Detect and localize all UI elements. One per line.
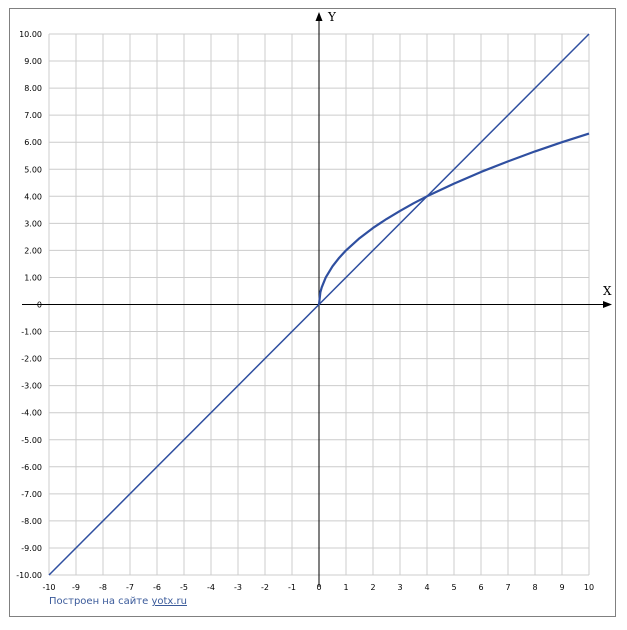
x-tick-label: 4 — [424, 583, 429, 592]
y-tick-label: -2.00 — [21, 355, 42, 364]
y-tick-label: 7.00 — [24, 111, 42, 120]
x-tick-label: -7 — [126, 583, 134, 592]
x-axis-arrow-icon — [603, 301, 612, 308]
y-tick-label: -5.00 — [21, 436, 42, 445]
x-tick-label: -2 — [261, 583, 269, 592]
x-tick-label: 5 — [451, 583, 456, 592]
x-tick-label: 3 — [397, 583, 402, 592]
x-tick-label: 1 — [343, 583, 348, 592]
x-tick-labels: -10 -9 -8 -7 -6 -5 -4 -3 -2 -1 0 1 2 3 4 5 6 7 8 9 10 — [42, 583, 594, 592]
y-axis-label: Y — [327, 10, 337, 24]
x-tick-label: -1 — [288, 583, 296, 592]
y-axis-arrow-icon — [315, 12, 323, 21]
y-tick-label: 8.00 — [24, 84, 42, 93]
x-tick-label: -4 — [207, 583, 215, 592]
y-tick-label: 9.00 — [24, 57, 42, 66]
y-tick-label: -3.00 — [21, 382, 42, 391]
x-tick-label: 9 — [559, 583, 564, 592]
x-tick-label: 6 — [478, 583, 483, 592]
x-tick-label: 2 — [370, 583, 375, 592]
y-tick-label: 10.00 — [19, 30, 42, 39]
x-tick-label: 7 — [505, 583, 510, 592]
credit-line: Построен на сайте yotx.ru — [49, 596, 187, 607]
y-tick-label: -10.00 — [16, 571, 42, 580]
y-tick-label: -6.00 — [21, 463, 42, 472]
x-tick-label: -10 — [42, 583, 55, 592]
x-tick-label: -8 — [99, 583, 107, 592]
series-lines — [48, 33, 590, 576]
y-tick-label: 1.00 — [24, 273, 42, 282]
y-tick-label: 3.00 — [24, 219, 42, 228]
y-tick-label: -4.00 — [21, 409, 42, 418]
y-tick-label: -7.00 — [21, 490, 42, 499]
x-axis-label: X — [603, 284, 612, 298]
y-tick-label: 5.00 — [24, 165, 42, 174]
x-tick-label: 8 — [532, 583, 537, 592]
credit-text: Построен на сайте — [49, 596, 149, 607]
y-tick-label: -1.00 — [21, 328, 42, 337]
credit-link[interactable]: yotx.ru — [151, 596, 187, 607]
x-tick-label: -3 — [234, 583, 242, 592]
x-tick-label: -9 — [72, 583, 80, 592]
y-tick-label: -8.00 — [21, 517, 42, 526]
y-tick-label: 6.00 — [24, 138, 42, 147]
series-line-2 — [317, 132, 590, 305]
axes — [22, 12, 612, 587]
x-tick-label: 10 — [584, 583, 594, 592]
y-tick-label: 2.00 — [24, 246, 42, 255]
y-tick-label: 0 — [37, 301, 42, 310]
chart-frame — [9, 8, 616, 617]
x-tick-label: 0 — [316, 583, 321, 592]
x-tick-label: -6 — [153, 583, 161, 592]
x-tick-label: -5 — [180, 583, 188, 592]
y-tick-labels: 10.00 9.00 8.00 7.00 6.00 5.00 4.00 3.00 2.00 1.0… — [16, 30, 42, 580]
y-tick-label: -9.00 — [21, 544, 42, 553]
y-tick-label: 4.00 — [24, 192, 42, 201]
